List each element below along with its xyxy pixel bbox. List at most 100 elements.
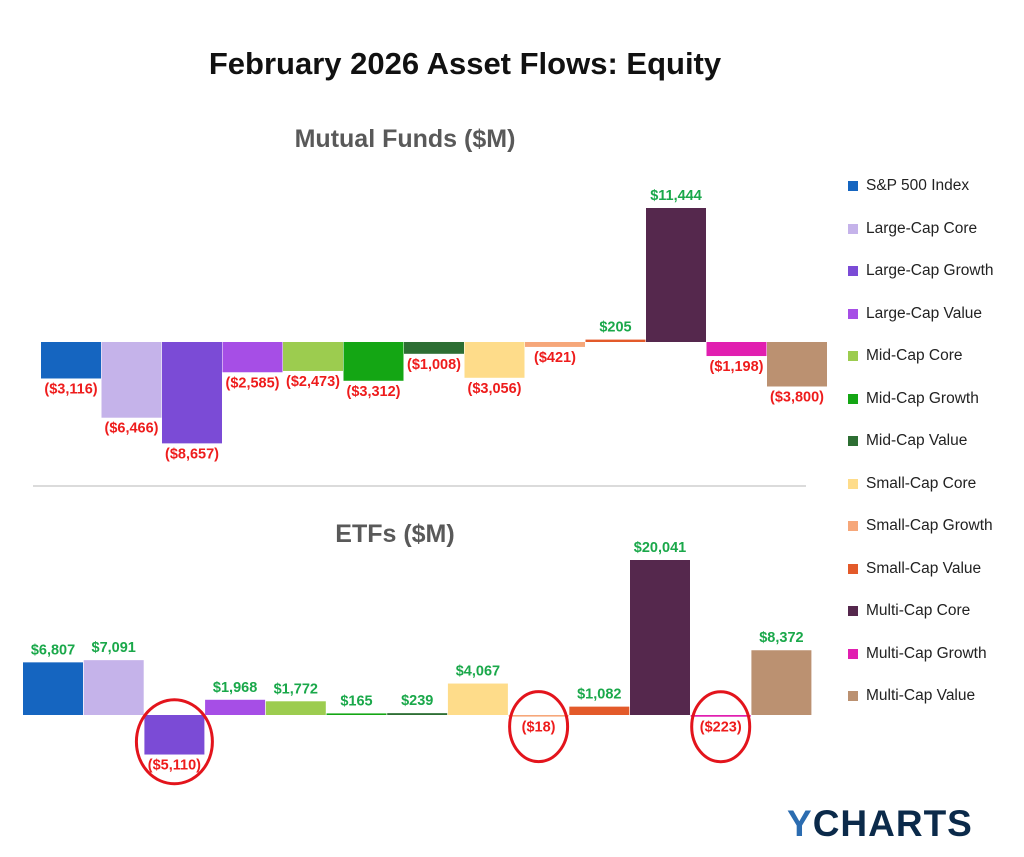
legend-swatch (848, 691, 858, 701)
legend-label: Small-Cap Value (866, 559, 982, 577)
etf-data-label-mid-cap-growth: $165 (340, 693, 372, 709)
legend-item-large-cap-core: Large-Cap Core (848, 219, 977, 239)
etf-bar-multi-cap-growth (690, 715, 751, 717)
legend-swatch (848, 308, 858, 319)
etf-data-label-multi-cap-value: $8,372 (759, 630, 803, 646)
mf-data-label-small-cap-value: $205 (599, 320, 631, 336)
etf-data-label-mid-cap-value: $239 (401, 693, 433, 709)
etf-data-label-multi-cap-core: $20,041 (634, 540, 686, 556)
legend-item-mid-cap-growth: Mid-Cap Growth (848, 389, 979, 409)
mf-bar-small-cap-value (585, 339, 646, 342)
legend-swatch (848, 393, 858, 404)
legend-item-small-cap-value: Small-Cap Value (848, 559, 981, 579)
etf-data-label-small-cap-core: $4,067 (456, 664, 500, 680)
etf-data-label-mid-cap-core: $1,772 (274, 681, 318, 697)
mf-data-label-large-cap-core: ($6,466) (104, 421, 158, 437)
mf-data-label-small-cap-growth: ($421) (534, 350, 576, 366)
legend-item-small-cap-core: Small-Cap Core (848, 474, 976, 494)
mf-bar-mid-cap-core (283, 342, 343, 371)
legend-swatch (848, 478, 858, 489)
mf-data-label-mid-cap-value: ($1,008) (407, 357, 461, 373)
etf-bar-large-cap-core (83, 660, 144, 715)
mf-bar-multi-cap-value (767, 342, 827, 387)
legend-label: Mid-Cap Core (866, 347, 963, 364)
mf-data-label-sandp-500-index: ($3,116) (44, 381, 97, 397)
legend-item-mid-cap-value: Mid-Cap Value (848, 431, 967, 451)
etf-bar-sandp-500-index (23, 662, 83, 715)
legend-swatch (848, 648, 858, 659)
mf-bar-sandp-500-index (41, 342, 101, 379)
legend-swatch (848, 351, 858, 361)
legend-label: Multi-Cap Core (866, 602, 971, 619)
legend-item-sandp-500-index: S&P 500 Index (848, 176, 969, 196)
etf-data-label-small-cap-growth: ($18) (522, 720, 556, 736)
legend-swatch (848, 436, 858, 446)
mutual-funds-panel-title: Mutual Funds ($M) (294, 125, 516, 153)
etf-highlight-ring-multi-cap-growth (690, 690, 752, 764)
legend-item-multi-cap-value: Multi-Cap Value (848, 686, 975, 706)
etf-bar-mid-cap-value (387, 713, 448, 715)
legend-label: Large-Cap Core (866, 219, 978, 237)
ycharts-logo: YCHARTS (787, 803, 973, 845)
legend-label: Large-Cap Value (866, 304, 983, 322)
legend-label: Multi-Cap Value (866, 687, 976, 704)
legend-swatch (848, 223, 858, 234)
legend-label: Mid-Cap Growth (866, 389, 979, 407)
mf-data-label-mid-cap-core: ($2,473) (286, 374, 340, 390)
legend-item-large-cap-growth: Large-Cap Growth (848, 261, 994, 281)
mf-bar-large-cap-core (101, 342, 162, 418)
legend-item-multi-cap-growth: Multi-Cap Growth (848, 644, 987, 664)
mf-data-label-multi-cap-core: $11,444 (650, 188, 702, 204)
legend-label: Multi-Cap Growth (866, 644, 987, 662)
mf-data-label-large-cap-growth: ($8,657) (165, 446, 219, 462)
etf-bar-multi-cap-core (630, 560, 690, 715)
etf-bar-mid-cap-growth (326, 713, 387, 715)
etf-data-label-multi-cap-growth: ($223) (700, 720, 742, 736)
etf-data-label-small-cap-value: $1,082 (577, 687, 621, 703)
etf-bar-large-cap-value (205, 699, 266, 715)
etf-data-label-sandp-500-index: $6,807 (31, 642, 75, 658)
legend-label: Small-Cap Core (866, 474, 977, 492)
legend-item-mid-cap-core: Mid-Cap Core (848, 346, 962, 366)
legend-swatch (848, 606, 858, 616)
legend-item-large-cap-value: Large-Cap Value (848, 304, 982, 324)
etf-bar-mid-cap-core (265, 701, 326, 715)
legend-swatch (848, 521, 858, 531)
etf-bar-small-cap-core (447, 683, 508, 715)
mf-bar-multi-cap-core (646, 208, 706, 342)
etf-bar-small-cap-value (569, 706, 630, 715)
etf-bar-small-cap-growth (508, 715, 569, 717)
mf-bar-small-cap-growth (525, 342, 585, 347)
legend-label: Small-Cap Growth (866, 517, 993, 534)
mf-bar-mid-cap-growth (343, 342, 404, 381)
legend-item-multi-cap-core: Multi-Cap Core (848, 601, 970, 621)
etf-bar-multi-cap-value (751, 650, 812, 715)
logo-rest: CHARTS (812, 803, 973, 844)
legend-swatch (848, 181, 858, 191)
etf-highlight-ring-small-cap-growth (508, 690, 570, 764)
etf-data-label-large-cap-value: $1,968 (213, 680, 257, 696)
mf-bar-mid-cap-value (404, 342, 464, 354)
legend-swatch (848, 266, 858, 276)
legend-swatch (848, 563, 858, 574)
etf-data-label-large-cap-growth: ($5,110) (148, 758, 201, 774)
legend-label: S&P 500 Index (866, 177, 970, 194)
mf-data-label-large-cap-value: ($2,585) (225, 375, 279, 391)
mf-data-label-multi-cap-growth: ($1,198) (709, 359, 763, 375)
logo-accent: Y (787, 803, 813, 844)
legend-label: Large-Cap Growth (866, 262, 994, 279)
etf-highlight-ring-large-cap-growth (134, 698, 214, 786)
mf-bar-multi-cap-growth (706, 342, 767, 357)
legend-label: Mid-Cap Value (866, 432, 968, 449)
mf-bar-large-cap-growth (162, 342, 222, 444)
mf-data-label-small-cap-core: ($3,056) (467, 381, 521, 397)
etf-data-label-large-cap-core: $7,091 (92, 640, 136, 656)
etf-bar-large-cap-growth (144, 715, 205, 755)
etfs-panel-title: ETFs ($M) (335, 520, 455, 548)
mf-data-label-mid-cap-growth: ($3,312) (346, 384, 400, 400)
mf-bar-large-cap-value (222, 342, 283, 373)
mf-bar-small-cap-core (464, 342, 525, 378)
mf-data-label-multi-cap-value: ($3,800) (770, 389, 824, 405)
